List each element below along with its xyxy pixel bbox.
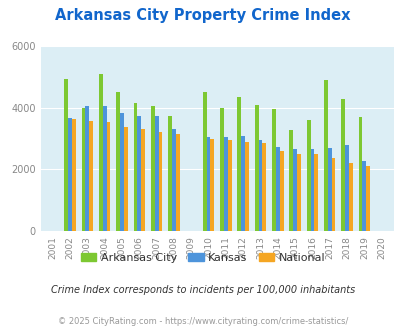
Bar [227, 141, 231, 231]
Legend: Arkansas City, Kansas, National: Arkansas City, Kansas, National [76, 248, 329, 267]
Bar [220, 108, 224, 231]
Bar [313, 154, 318, 231]
Bar [102, 106, 106, 231]
Bar [154, 116, 158, 231]
Bar [323, 80, 327, 231]
Bar [81, 108, 85, 231]
Bar [158, 132, 162, 231]
Bar [310, 149, 313, 231]
Bar [72, 118, 76, 231]
Bar [258, 140, 262, 231]
Bar [224, 137, 227, 231]
Bar [237, 97, 241, 231]
Bar [64, 79, 68, 231]
Bar [275, 147, 279, 231]
Bar [271, 109, 275, 231]
Bar [296, 154, 300, 231]
Bar [210, 139, 214, 231]
Bar [348, 163, 352, 231]
Bar [172, 129, 175, 231]
Bar [292, 149, 296, 231]
Bar [141, 129, 145, 231]
Bar [202, 92, 206, 231]
Bar [262, 143, 266, 231]
Bar [245, 142, 248, 231]
Bar [120, 113, 124, 231]
Bar [133, 103, 137, 231]
Bar [137, 115, 141, 231]
Bar [358, 117, 362, 231]
Bar [254, 105, 258, 231]
Bar [365, 166, 369, 231]
Bar [331, 158, 335, 231]
Bar [341, 99, 344, 231]
Bar [306, 120, 310, 231]
Bar [168, 115, 172, 231]
Text: Crime Index corresponds to incidents per 100,000 inhabitants: Crime Index corresponds to incidents per… [51, 285, 354, 295]
Bar [116, 92, 120, 231]
Bar [175, 134, 179, 231]
Text: Arkansas City Property Crime Index: Arkansas City Property Crime Index [55, 8, 350, 23]
Bar [279, 151, 283, 231]
Bar [124, 127, 128, 231]
Bar [289, 130, 292, 231]
Bar [362, 161, 365, 231]
Bar [99, 74, 102, 231]
Bar [327, 148, 331, 231]
Bar [106, 122, 110, 231]
Bar [241, 136, 245, 231]
Bar [89, 121, 93, 231]
Bar [85, 106, 89, 231]
Bar [68, 118, 72, 231]
Bar [151, 106, 154, 231]
Bar [344, 146, 348, 231]
Bar [206, 137, 210, 231]
Text: © 2025 CityRating.com - https://www.cityrating.com/crime-statistics/: © 2025 CityRating.com - https://www.city… [58, 317, 347, 326]
